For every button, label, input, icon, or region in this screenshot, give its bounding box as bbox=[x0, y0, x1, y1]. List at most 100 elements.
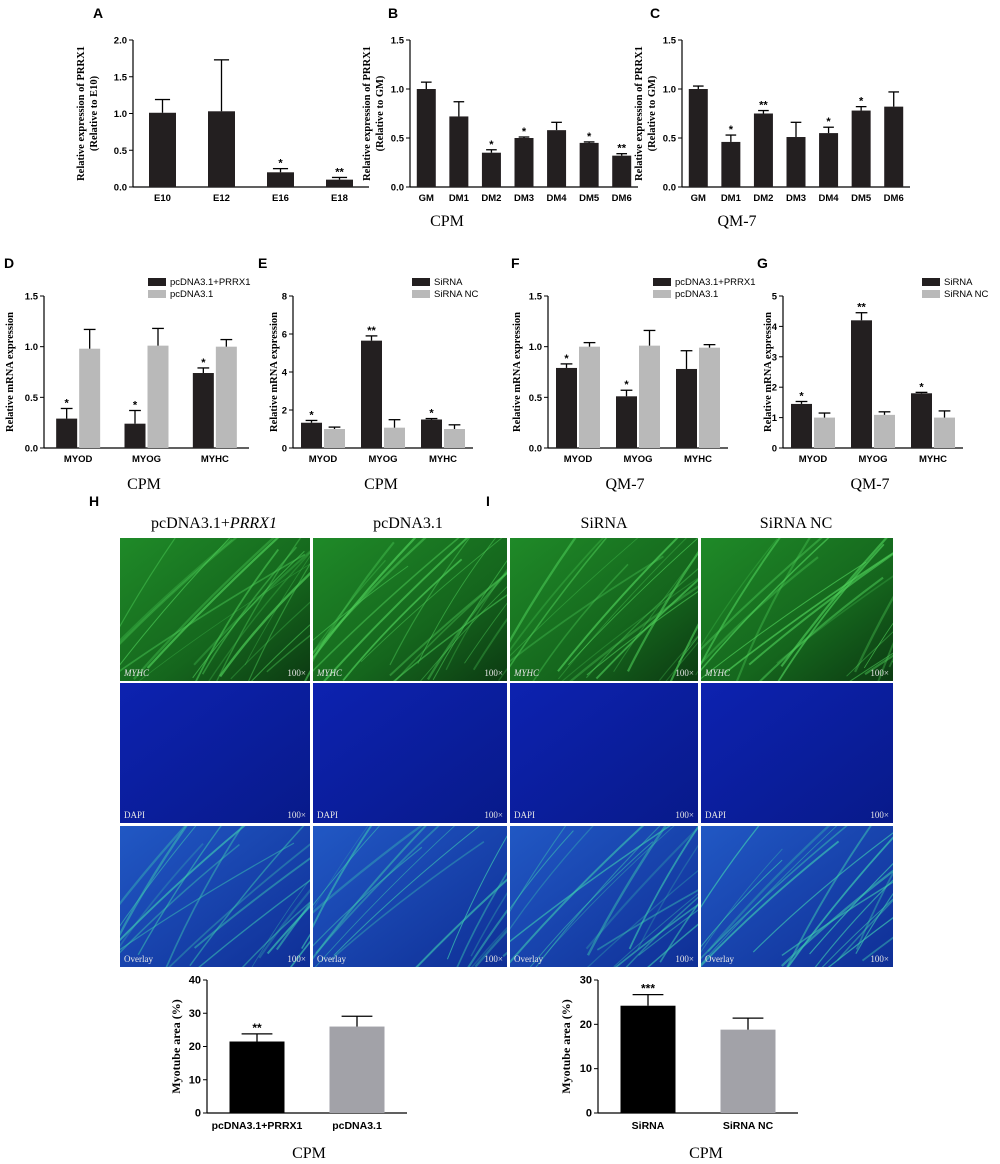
legend-label: SiRNA bbox=[944, 277, 973, 288]
bar bbox=[229, 1041, 285, 1113]
myotube-fiber bbox=[628, 826, 698, 950]
bar-pcdna3-1-prrx1 bbox=[56, 418, 78, 448]
y-tick-label: 0.0 bbox=[663, 183, 676, 194]
myotube-fiber bbox=[701, 826, 760, 908]
bar bbox=[612, 155, 632, 187]
myotube-fiber bbox=[701, 538, 778, 648]
x-tick-label: DM5 bbox=[851, 193, 872, 204]
myotube-fiber bbox=[849, 652, 893, 681]
myotube-fiber bbox=[781, 881, 893, 957]
myotube-fiber bbox=[585, 568, 698, 679]
significance-mark: * bbox=[133, 400, 138, 412]
bar bbox=[449, 116, 469, 187]
significance-mark: * bbox=[429, 408, 434, 420]
y-tick-label: 0.0 bbox=[25, 444, 38, 455]
micrograph-h-1-dapi: DAPI 100× bbox=[120, 683, 310, 823]
significance-mark: * bbox=[65, 397, 70, 409]
micrograph-label: MYHC bbox=[316, 668, 343, 678]
myotube-fiber bbox=[417, 538, 497, 664]
y-tick-label: 4 bbox=[772, 322, 778, 333]
significance-mark: * bbox=[564, 353, 569, 365]
myotube-fiber bbox=[120, 826, 188, 937]
myotube-fiber bbox=[846, 631, 893, 677]
myotube-fiber bbox=[360, 538, 503, 663]
y-axis-label-line: Relative mRNA expression bbox=[512, 312, 523, 432]
chart-c: 0.0 0.5 1.0 1.5 Relative expression of PRRX1… bbox=[634, 36, 910, 204]
myotube-fibers bbox=[510, 538, 698, 681]
myotube-fiber bbox=[821, 898, 893, 967]
legend-label: pcDNA3.1 bbox=[675, 289, 718, 300]
bar bbox=[547, 130, 567, 187]
y-axis-label-line: (Relative to GM) bbox=[375, 75, 386, 151]
myotube-fiber bbox=[701, 538, 830, 672]
myotube-fiber bbox=[313, 826, 423, 914]
myotube-fiber bbox=[701, 826, 838, 965]
y-tick-label: 2.0 bbox=[114, 36, 127, 47]
y-tick-label: 10 bbox=[580, 1063, 592, 1075]
significance-mark: ** bbox=[252, 1021, 262, 1035]
y-axis-label-line: Relative expression of PRRX1 bbox=[76, 46, 87, 181]
y-tick-label: 20 bbox=[189, 1041, 201, 1053]
myotube-fiber bbox=[809, 862, 893, 955]
myotube-fiber bbox=[313, 565, 409, 641]
micrograph-label: MYHC bbox=[704, 668, 731, 678]
micrograph-i-2-dapi: DAPI 100× bbox=[701, 683, 893, 823]
panel-letter-h: H bbox=[89, 493, 99, 509]
micrograph-h-2-dapi: DAPI 100× bbox=[313, 683, 507, 823]
y-tick-label: 1.5 bbox=[663, 36, 677, 47]
bar-pcdna3-1 bbox=[639, 345, 660, 448]
y-tick-label: 0.0 bbox=[114, 183, 127, 194]
y-tick-label: 0 bbox=[772, 444, 777, 455]
myotube-fiber bbox=[596, 889, 698, 951]
caption-g: QM-7 bbox=[850, 476, 889, 493]
x-tick-label: pcDNA3.1 bbox=[332, 1120, 382, 1132]
scale-label: 100× bbox=[287, 810, 306, 820]
myotube-fiber bbox=[313, 538, 417, 660]
myotube-fiber bbox=[314, 826, 456, 967]
panel-letter-g: G bbox=[757, 255, 768, 271]
myotube-fiber bbox=[586, 590, 698, 676]
micrograph-i-1-dapi: DAPI 100× bbox=[510, 683, 698, 823]
y-tick-label: 1.5 bbox=[114, 72, 128, 83]
myotube-fibers bbox=[313, 826, 507, 967]
myotube-fiber bbox=[781, 869, 893, 967]
bar-sirna-nc bbox=[814, 417, 835, 448]
legend-label: SiRNA NC bbox=[434, 289, 478, 300]
bar bbox=[514, 138, 534, 187]
chart-g: 0 1 2 3 4 5 Relative mRNA expression * MYOD ** MYO… bbox=[763, 277, 988, 465]
myotube-fiber bbox=[394, 571, 507, 681]
panel-letter-a: A bbox=[93, 5, 103, 21]
myotube-fiber bbox=[313, 826, 369, 911]
x-tick-label: MYOD bbox=[564, 454, 593, 465]
x-tick-label: GM bbox=[691, 193, 706, 204]
micrograph-background bbox=[510, 538, 698, 681]
bar-sirna-nc bbox=[444, 429, 465, 448]
y-axis-label-line: (Relative to GM) bbox=[647, 75, 658, 151]
myotube-fiber bbox=[701, 840, 840, 967]
y-axis-label-line: Myotube area (%) bbox=[169, 999, 183, 1093]
significance-mark: * bbox=[624, 379, 629, 391]
myotube-fiber bbox=[230, 601, 310, 680]
myotube-fiber bbox=[854, 595, 893, 673]
micrograph-label: DAPI bbox=[514, 810, 535, 820]
y-tick-label: 0.5 bbox=[114, 146, 128, 157]
bar-pcdna3-1 bbox=[147, 345, 169, 448]
y-tick-label: 0.5 bbox=[663, 134, 677, 145]
bar bbox=[688, 89, 708, 187]
significance-mark: * bbox=[729, 124, 734, 136]
myotube-fiber bbox=[626, 550, 698, 672]
micrograph-background bbox=[510, 826, 698, 967]
myotube-fiber bbox=[219, 571, 310, 678]
micrograph-h-2-myhc: MYHC 100× bbox=[313, 538, 507, 681]
y-tick-label: 30 bbox=[189, 1008, 201, 1020]
y-tick-label: 2 bbox=[282, 406, 287, 417]
myotube-fiber bbox=[120, 842, 295, 951]
micrograph-label: Overlay bbox=[317, 954, 346, 964]
myotube-fiber bbox=[541, 826, 675, 959]
y-axis-label-line: Relative mRNA expression bbox=[763, 312, 774, 432]
micrograph-background bbox=[120, 538, 310, 681]
myotube-fiber bbox=[677, 636, 698, 663]
x-tick-label: DM3 bbox=[514, 193, 534, 204]
myotube-fiber bbox=[613, 893, 698, 967]
